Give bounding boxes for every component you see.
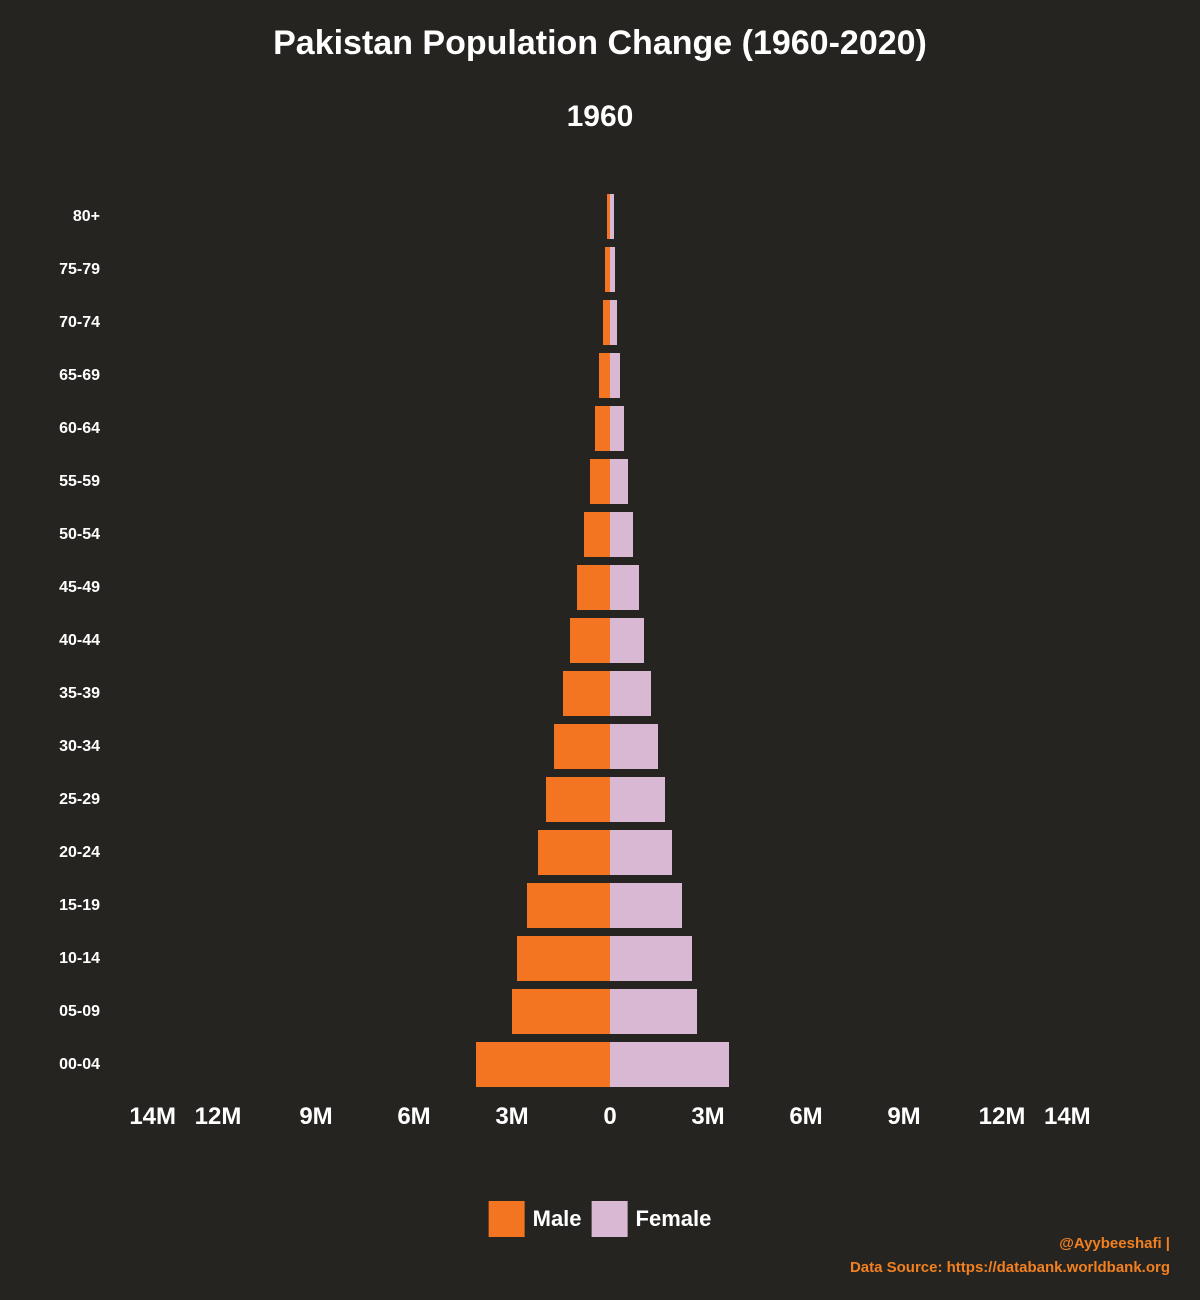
bars-container xyxy=(120,190,1100,1091)
bar-row xyxy=(120,1038,1100,1091)
y-axis-label: 25-29 xyxy=(0,791,100,809)
legend-swatch-female xyxy=(592,1201,628,1237)
bar-female xyxy=(610,883,682,928)
x-axis-tick: 12M xyxy=(979,1103,1026,1131)
bar-female xyxy=(610,1042,729,1087)
legend-label-female: Female xyxy=(636,1206,712,1232)
bar-row xyxy=(120,243,1100,296)
legend-swatch-male xyxy=(489,1201,525,1237)
y-axis-label: 75-79 xyxy=(0,261,100,279)
bar-female xyxy=(610,671,651,716)
bar-row xyxy=(120,190,1100,243)
bar-male xyxy=(554,724,610,769)
bar-male xyxy=(527,883,610,928)
y-axis-label: 20-24 xyxy=(0,844,100,862)
y-axis-label: 10-14 xyxy=(0,950,100,968)
bar-female xyxy=(610,194,614,239)
bar-female xyxy=(610,618,644,663)
bar-row xyxy=(120,879,1100,932)
bar-male xyxy=(517,936,610,981)
y-axis-label: 40-44 xyxy=(0,632,100,650)
bar-row xyxy=(120,773,1100,826)
bar-row xyxy=(120,932,1100,985)
y-axis-label: 00-04 xyxy=(0,1056,100,1074)
bar-male xyxy=(570,618,610,663)
bar-row xyxy=(120,508,1100,561)
bar-row xyxy=(120,614,1100,667)
credit-text: @Ayybeeshafi | xyxy=(1059,1235,1170,1252)
bar-female xyxy=(610,830,672,875)
bar-female xyxy=(610,989,697,1034)
x-axis-tick: 14M xyxy=(1044,1103,1091,1131)
bar-female xyxy=(610,406,624,451)
bar-row xyxy=(120,720,1100,773)
y-axis-label: 55-59 xyxy=(0,473,100,491)
chart-year-title: 1960 xyxy=(0,100,1200,134)
bar-male xyxy=(563,671,610,716)
bar-male xyxy=(595,406,610,451)
bar-row xyxy=(120,826,1100,879)
x-axis-tick: 9M xyxy=(887,1103,920,1131)
legend-label-male: Male xyxy=(533,1206,582,1232)
legend-item-female: Female xyxy=(592,1201,712,1237)
bar-male xyxy=(512,989,610,1034)
x-axis-tick: 3M xyxy=(495,1103,528,1131)
x-axis-tick: 6M xyxy=(789,1103,822,1131)
bar-row xyxy=(120,296,1100,349)
y-axis-label: 70-74 xyxy=(0,314,100,332)
legend-item-male: Male xyxy=(489,1201,582,1237)
bar-female xyxy=(610,353,620,398)
y-axis-label: 05-09 xyxy=(0,1003,100,1021)
bar-female xyxy=(610,724,658,769)
bar-row xyxy=(120,455,1100,508)
chart-plot-area: 14M 12M 9M 6M 3M 0 3M 6M 9M 12M 14M xyxy=(120,190,1100,1130)
bar-row xyxy=(120,402,1100,455)
y-axis-label: 50-54 xyxy=(0,526,100,544)
bar-female xyxy=(610,300,617,345)
bar-female xyxy=(610,512,633,557)
chart-legend: Male Female xyxy=(489,1201,712,1237)
bar-row xyxy=(120,985,1100,1038)
y-axis-label: 65-69 xyxy=(0,367,100,385)
chart-main-title: Pakistan Population Change (1960-2020) xyxy=(0,24,1200,63)
x-axis-tick: 0 xyxy=(603,1103,616,1131)
bar-male xyxy=(476,1042,610,1087)
y-axis-label: 15-19 xyxy=(0,897,100,915)
x-axis-tick: 12M xyxy=(195,1103,242,1131)
bar-male xyxy=(599,353,610,398)
x-axis-tick: 14M xyxy=(129,1103,176,1131)
bar-row xyxy=(120,349,1100,402)
bar-row xyxy=(120,561,1100,614)
source-text: Data Source: https://databank.worldbank.… xyxy=(850,1259,1170,1276)
bar-male xyxy=(538,830,610,875)
bar-male xyxy=(546,777,610,822)
bar-female xyxy=(610,936,692,981)
x-axis-tick: 6M xyxy=(397,1103,430,1131)
bar-female xyxy=(610,777,665,822)
bar-male xyxy=(584,512,610,557)
bar-male xyxy=(577,565,610,610)
bar-male xyxy=(603,300,610,345)
x-axis-tick: 3M xyxy=(691,1103,724,1131)
y-axis-label: 60-64 xyxy=(0,420,100,438)
bar-row xyxy=(120,667,1100,720)
bar-female xyxy=(610,459,628,504)
y-axis-label: 35-39 xyxy=(0,685,100,703)
y-axis-label: 80+ xyxy=(0,208,100,226)
y-axis-label: 30-34 xyxy=(0,738,100,756)
y-axis-label: 45-49 xyxy=(0,579,100,597)
x-axis-tick: 9M xyxy=(299,1103,332,1131)
bar-female xyxy=(610,247,615,292)
bar-male xyxy=(590,459,610,504)
bar-female xyxy=(610,565,639,610)
